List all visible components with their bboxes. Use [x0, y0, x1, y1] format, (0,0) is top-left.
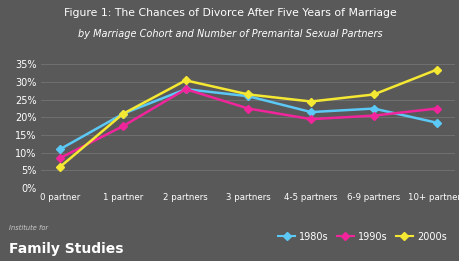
1980s — [308, 110, 313, 114]
Text: Institute for: Institute for — [9, 225, 48, 231]
Line: 1980s: 1980s — [57, 86, 438, 152]
2000s — [433, 68, 438, 71]
2000s — [57, 165, 63, 168]
1990s — [57, 156, 63, 159]
1980s — [120, 112, 125, 115]
2000s — [370, 93, 376, 96]
1990s — [308, 117, 313, 121]
Text: Figure 1: The Chances of Divorce After Five Years of Marriage: Figure 1: The Chances of Divorce After F… — [63, 8, 396, 18]
2000s — [120, 112, 125, 115]
1990s — [433, 107, 438, 110]
Text: Family Studies: Family Studies — [9, 242, 123, 256]
1980s — [245, 95, 251, 98]
Line: 1990s: 1990s — [57, 86, 438, 161]
1990s — [245, 107, 251, 110]
2000s — [308, 100, 313, 103]
2000s — [245, 93, 251, 96]
1980s — [370, 107, 376, 110]
Line: 2000s: 2000s — [57, 67, 438, 170]
2000s — [183, 79, 188, 82]
Legend: 1980s, 1990s, 2000s: 1980s, 1990s, 2000s — [274, 228, 449, 246]
Text: by Marriage Cohort and Number of Premarital Sexual Partners: by Marriage Cohort and Number of Premari… — [78, 29, 381, 39]
1980s — [57, 147, 63, 151]
1980s — [433, 121, 438, 124]
1990s — [370, 114, 376, 117]
1990s — [120, 125, 125, 128]
1980s — [183, 88, 188, 91]
1990s — [183, 88, 188, 91]
